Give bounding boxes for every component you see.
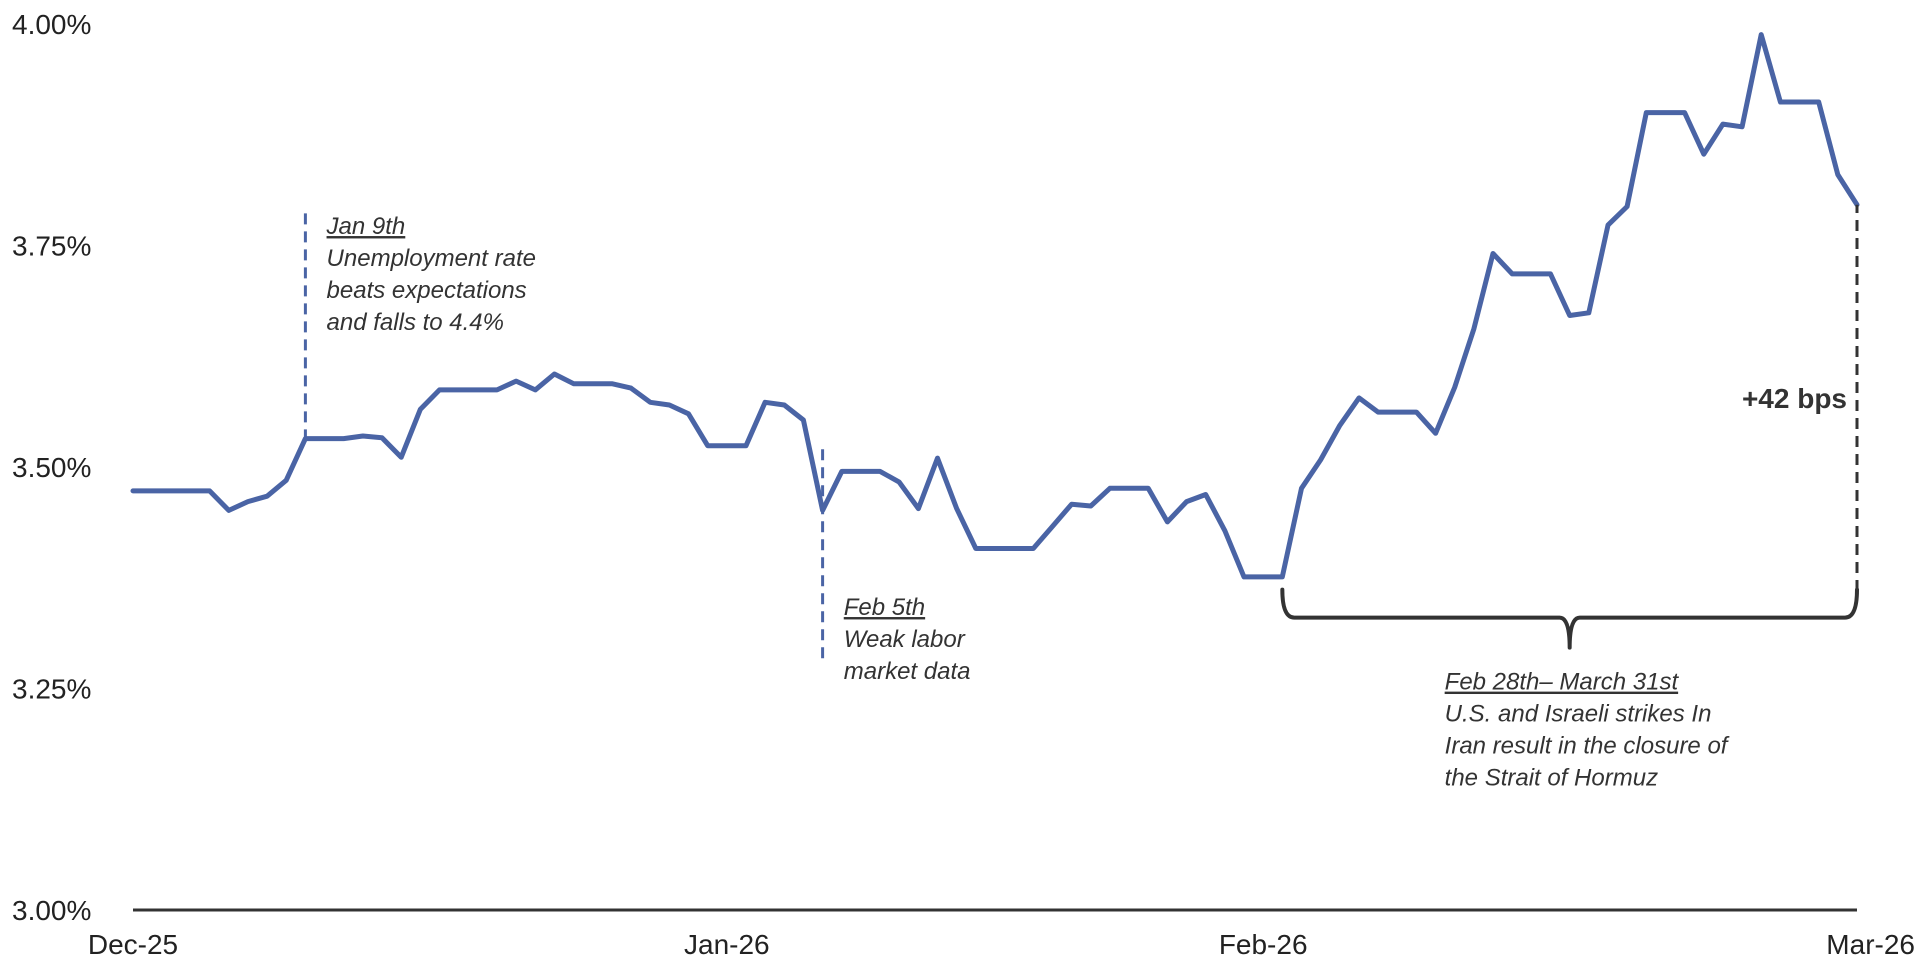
period-bracket xyxy=(1280,587,1859,650)
y-tick-label-4: 4.00% xyxy=(12,9,91,40)
annotation-text-feb5-0: Weak labor xyxy=(844,626,966,653)
y-tick-label-0: 3.00% xyxy=(12,895,91,926)
x-tick-label-0: Dec-25 xyxy=(88,929,178,959)
bracket-text-2: the Strait of Hormuz xyxy=(1445,765,1658,792)
bracket-heading: Feb 28th– March 31st xyxy=(1445,669,1680,696)
bracket-text-1: Iran result in the closure of xyxy=(1445,733,1730,760)
y-tick-label-3: 3.75% xyxy=(12,231,91,262)
x-tick-label-3: Mar-26 xyxy=(1826,929,1915,959)
annotation-text-jan9-0: Unemployment rate xyxy=(327,245,536,272)
annotation-heading-jan9: Jan 9th xyxy=(326,213,406,240)
annotation-heading-feb5: Feb 5th xyxy=(844,594,925,621)
series-line-0 xyxy=(130,32,1860,580)
x-tick-label-2: Feb-26 xyxy=(1219,929,1308,959)
bracket-text-0: U.S. and Israeli strikes In xyxy=(1445,701,1712,728)
change-marker-label: +42 bps xyxy=(1742,383,1847,414)
annotation-text-jan9-2: and falls to 4.4% xyxy=(327,309,504,336)
annotation-text-feb5-1: market data xyxy=(844,658,971,685)
x-tick-label-1: Jan-26 xyxy=(684,929,770,959)
y-tick-label-2: 3.50% xyxy=(12,452,91,483)
annotation-text-jan9-1: beats expectations xyxy=(327,277,527,304)
y-tick-label-1: 3.25% xyxy=(12,674,91,705)
